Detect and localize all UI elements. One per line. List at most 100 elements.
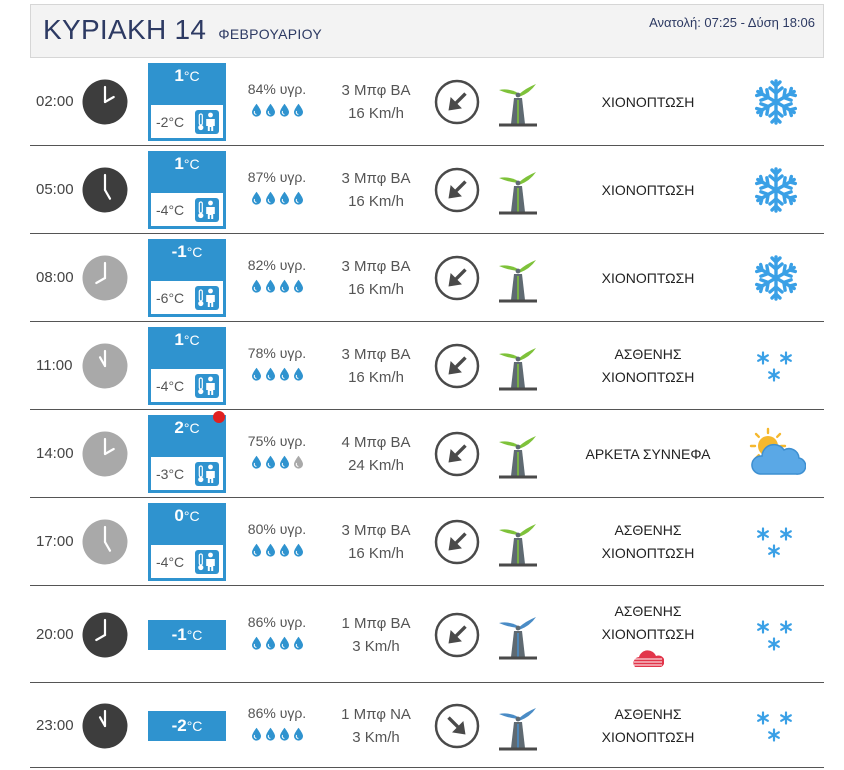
humidity-value: 86% υγρ. <box>247 613 307 630</box>
time-label: 20:00 <box>36 625 74 643</box>
wind-turbine-icon <box>499 260 537 303</box>
humidity-drop-icon <box>251 367 261 381</box>
condition-line-1: ΑΣΘΕΝΗΣ <box>614 705 682 722</box>
wind-direction-icon <box>434 612 480 657</box>
humidity-drop-icon <box>293 455 303 469</box>
humidity-drops <box>240 636 314 650</box>
light-snow-icon <box>757 527 792 558</box>
time-label: 08:00 <box>36 269 74 286</box>
temperature-value: -2°C <box>148 711 226 741</box>
weather-icon <box>746 248 806 308</box>
clock <box>82 431 128 477</box>
wind-info: 3 Μπφ ΒΑ 16 Km/h <box>330 255 422 301</box>
condition-line-1: ΑΣΘΕΝΗΣ <box>614 522 682 538</box>
humidity-drops <box>240 455 314 469</box>
feels-like-panel: -2°C <box>151 105 223 138</box>
humidity-drop-icon <box>279 455 289 469</box>
wind-beaufort: 4 Μπφ ΒΑ <box>341 434 411 451</box>
temperature-box: -2°C <box>148 710 226 741</box>
condition-line-2: ΧΙΟΝΟΠΤΩΣΗ <box>601 545 695 561</box>
feels-like-value: -4°C <box>156 377 185 394</box>
temperature-box: -1°C -6°C <box>148 239 226 317</box>
snowflake-icon <box>754 255 798 301</box>
temperature-unit: °C <box>186 626 203 643</box>
humidity-drop-icon <box>293 103 303 117</box>
clock-icon <box>82 167 128 213</box>
weather-icon <box>746 696 806 756</box>
humidity: 87% υγρ. <box>240 169 314 205</box>
snowflake-icon <box>754 79 798 125</box>
humidity-value: 84% υγρ. <box>247 81 307 97</box>
temperature-unit: °C <box>186 244 203 260</box>
forecast-row: 08:00 -1°C -6°C 82% υγρ. 3 Μπφ ΒΑ 16 Km/h ΧΙΟΝ… <box>30 234 824 322</box>
temperature-value: -1°C <box>148 620 226 650</box>
humidity-drop-icon <box>251 636 261 650</box>
wind-beaufort: 3 Μπφ ΒΑ <box>341 170 411 187</box>
wind-direction-icon <box>434 431 480 477</box>
partly-cloudy-icon <box>749 427 807 475</box>
condition-line-1: ΧΙΟΝΟΠΤΩΣΗ <box>601 93 695 110</box>
feels-like-value: -3°C <box>156 465 185 482</box>
clock <box>82 167 128 213</box>
light-snow-icon <box>757 619 792 651</box>
temperature-box: -1°C <box>148 619 226 650</box>
feels-like-panel: -4°C <box>151 369 223 402</box>
wind-beaufort: 3 Μπφ ΒΑ <box>341 258 411 275</box>
humidity-drop-icon <box>279 543 289 557</box>
clock-icon <box>82 79 128 125</box>
wind-beaufort: 1 Μπφ ΝΑ <box>341 705 411 723</box>
temperature-value: 0°C <box>148 503 226 529</box>
wind-turbine-icon <box>499 348 537 391</box>
humidity: 78% υγρ. <box>240 345 314 381</box>
wind-speed: 16 Km/h <box>348 193 404 210</box>
forecast-row: 23:00 -2°C 86% υγρ. 1 Μπφ ΝΑ 3 Km/h ΑΣΘΕΝΗΣ ΧΙ… <box>30 683 824 768</box>
forecast-row: 11:00 1°C -4°C 78% υγρ. 3 Μπφ ΒΑ 16 Km/h ΑΣΘΕΝ… <box>30 322 824 410</box>
weather-icon <box>746 512 806 572</box>
temperature-number: 1 <box>174 330 184 349</box>
day-title: ΚΥΡΙΑΚΗ 14 ΦΕΒΡΟΥΑΡΙΟΥ <box>43 14 322 46</box>
wind-turbine <box>496 80 540 128</box>
condition-line-1: ΑΣΘΕΝΗΣ <box>614 602 682 619</box>
temperature-box: 1°C -4°C <box>148 327 226 405</box>
humidity: 86% υγρ. <box>240 614 314 650</box>
humidity: 86% υγρ. <box>240 705 314 741</box>
wind-direction <box>434 255 480 301</box>
humidity-drop-icon <box>279 727 289 741</box>
humidity-drop-icon <box>293 727 303 741</box>
wind-beaufort: 1 Μπφ ΒΑ <box>341 614 411 632</box>
wind-direction-icon <box>434 343 480 389</box>
wind-turbine <box>496 520 540 568</box>
humidity-value: 75% υγρ. <box>247 433 307 449</box>
forecast-row: 02:00 1°C -2°C 84% υγρ. 3 Μπφ ΒΑ 16 Km/h ΧΙΟΝΟ… <box>30 58 824 146</box>
wind-turbine <box>496 256 540 304</box>
temperature-value: 1°C <box>148 151 226 177</box>
humidity-drop-icon <box>265 191 275 205</box>
humidity-drop-icon <box>265 727 275 741</box>
humidity-drop-icon <box>265 367 275 381</box>
humidity-drop-icon <box>279 636 289 650</box>
wind-turbine-icon <box>499 616 537 659</box>
feels-like-icon <box>195 461 219 486</box>
temperature-box: 2°C -3°C <box>148 411 226 493</box>
humidity-drop-icon <box>293 191 303 205</box>
feels-like-icon <box>195 549 219 574</box>
feels-like-value: -6°C <box>156 289 185 306</box>
condition: ΑΣΘΕΝΗΣ ΧΙΟΝΟΠΤΩΣΗ <box>558 600 738 670</box>
clock <box>82 703 128 749</box>
temperature-value: 1°C <box>148 63 226 89</box>
wind-direction <box>434 79 480 125</box>
temperature-unit: °C <box>186 717 203 734</box>
clock <box>82 612 128 658</box>
humidity-drop-icon <box>251 103 261 117</box>
wind-direction-icon <box>434 703 480 748</box>
humidity-drop-icon <box>279 279 289 293</box>
forecast-row: 05:00 1°C -4°C 87% υγρ. 3 Μπφ ΒΑ 16 Km/h ΧΙΟΝΟ… <box>30 146 824 234</box>
humidity-value: 87% υγρ. <box>247 169 307 185</box>
condition-line-2: ΧΙΟΝΟΠΤΩΣΗ <box>601 369 695 385</box>
feels-like-icon <box>195 285 219 310</box>
humidity-drop-icon <box>279 191 289 205</box>
humidity-drop-icon <box>251 191 261 205</box>
condition-line-2: ΧΙΟΝΟΠΤΩΣΗ <box>601 728 695 745</box>
wind-speed: 16 Km/h <box>348 105 404 122</box>
humidity-drop-icon <box>293 367 303 381</box>
